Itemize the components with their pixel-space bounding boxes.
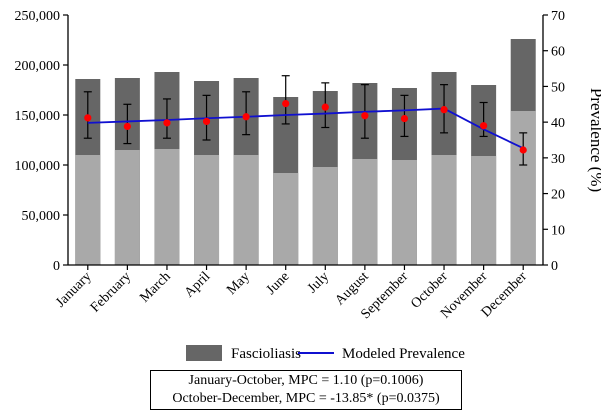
prevalence-point-december [519,146,527,154]
prevalence-point-april [202,117,211,126]
prevalence-point-september [400,114,409,123]
bar-lower-segment-june [273,173,299,265]
annotation-jan-oct: January-October, MPC = 1.10 (p=0.1006) [188,373,424,388]
left-y-ticks: 0 50,000 100,000 150,000 200,000 250,000 [15,9,68,274]
bar-lower-segment-april [194,155,220,265]
bar-lower-segment-september [391,160,417,265]
right-tick-label-6: 60 [551,45,565,60]
x-tick-label-may: May [224,269,253,298]
legend-label-fascioliasis: Fascioliasis [231,346,301,362]
left-tick-label-3: 150,000 [15,109,61,124]
bar-lower-segment-july [312,167,338,265]
right-tick-label-3: 30 [551,152,565,167]
modeled-prevalence-layer [87,107,524,150]
x-tick-label-march: March [137,269,173,305]
prevalence-point-august [361,112,369,120]
left-tick-label-4: 200,000 [15,59,61,74]
right-tick-label-4: 40 [551,116,565,131]
x-tick-label-august: August [332,269,371,308]
modeled-prevalence-line [87,107,524,150]
bar-lower-segment-october [431,155,457,265]
left-tick-label-1: 50,000 [22,209,61,224]
right-tick-label-7: 70 [551,9,565,24]
prevalence-point-july [321,103,329,111]
bars-layer [75,39,536,265]
bar-lower-segment-may [233,155,259,265]
prevalence-point-june [282,99,290,108]
left-tick-label-5: 250,000 [15,9,61,24]
prevalence-point-november [480,122,488,130]
right-tick-label-2: 20 [551,188,565,203]
right-tick-label-1: 10 [551,223,565,238]
right-y-ticks: 0 10 20 30 40 50 60 70 [543,9,565,274]
annotation-oct-dec: October-December, MPC = -13.85* (p=0.037… [172,391,440,406]
x-tick-label-february: February [88,269,134,315]
bar-lower-segment-november [471,156,497,265]
legend-label-modeled-prevalence: Modeled Prevalence [342,346,465,362]
x-tick-label-april: April [182,269,214,301]
prevalence-point-october [440,106,448,114]
prevalence-point-january [84,114,92,122]
mpc-annotation-box: January-October, MPC = 1.10 (p=0.1006) O… [150,370,462,410]
legend: Fascioliasis Modeled Prevalence [186,345,465,362]
left-tick-label-0: 0 [53,259,60,274]
left-tick-label-2: 100,000 [15,159,61,174]
right-tick-label-5: 50 [551,80,565,95]
prevalence-point-february [123,122,131,131]
x-tick-label-june: June [264,269,293,298]
prevalence-point-march [163,119,171,127]
axes-layer [67,15,544,266]
bar-lower-segment-january [75,155,101,265]
prevalence-point-may [242,113,250,121]
legend-swatch-fascioliasis [186,345,222,361]
y2-axis-title: Prevalence (%) [587,88,601,192]
bar-lower-segment-february [114,150,140,265]
bar-lower-segment-march [154,149,180,265]
x-tick-label-july: July [305,269,332,296]
right-tick-label-0: 0 [551,259,558,274]
bar-lower-segment-august [352,159,378,265]
prevalence-points-layer [84,99,527,154]
